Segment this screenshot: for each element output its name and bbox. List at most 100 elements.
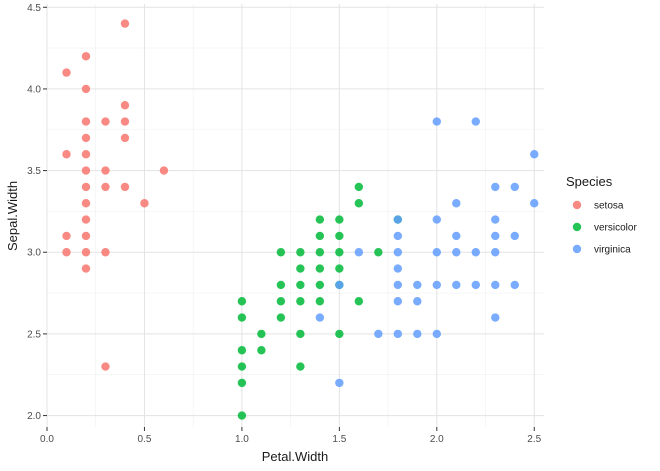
- y-tick-label: 3.5: [27, 166, 41, 177]
- point-virginica: [491, 182, 500, 192]
- point-virginica: [491, 280, 500, 290]
- point-setosa: [101, 117, 110, 126]
- y-axis-title: Sepal.Width: [5, 181, 20, 251]
- point-versicolor: [315, 297, 325, 306]
- point-setosa: [81, 150, 91, 159]
- point-versicolor: [335, 231, 344, 241]
- point-versicolor: [257, 329, 266, 339]
- point-virginica: [530, 150, 539, 159]
- point-virginica: [471, 248, 480, 257]
- point-virginica: [491, 248, 500, 257]
- point-setosa: [140, 199, 149, 208]
- y-ticks: 2.0 2.5 3.0 3.5 4.0 4.5: [27, 3, 47, 422]
- point-virginica: [432, 280, 442, 290]
- y-tick-label: 4.0: [27, 84, 41, 95]
- point-versicolor: [296, 248, 305, 257]
- points-layer: [62, 19, 539, 420]
- point-setosa: [120, 117, 130, 126]
- point-setosa: [81, 248, 91, 257]
- point-virginica: [491, 215, 500, 224]
- point-versicolor: [276, 313, 286, 322]
- point-setosa: [81, 133, 91, 143]
- point-versicolor: [315, 215, 325, 224]
- y-tick-label: 3.0: [27, 248, 41, 259]
- point-setosa: [159, 166, 169, 175]
- point-virginica: [432, 215, 442, 224]
- legend-key-versicolor: [572, 222, 582, 232]
- point-virginica: [393, 329, 403, 339]
- y-tick-label: 2.5: [27, 329, 41, 340]
- point-setosa: [62, 68, 71, 77]
- point-versicolor: [354, 199, 364, 208]
- point-virginica: [393, 264, 403, 273]
- point-virginica: [354, 248, 364, 257]
- x-tick-label: 2.0: [430, 434, 444, 445]
- legend-label-virginica: virginica: [594, 245, 631, 256]
- point-versicolor: [374, 248, 383, 257]
- point-virginica: [413, 329, 422, 339]
- point-virginica: [471, 117, 480, 126]
- point-setosa: [101, 248, 110, 257]
- point-versicolor: [354, 297, 364, 306]
- y-tick-label: 4.5: [27, 3, 41, 14]
- point-versicolor: [296, 297, 305, 306]
- point-virginica: [432, 117, 442, 126]
- point-setosa: [81, 166, 91, 175]
- x-tick-label: 0.0: [40, 434, 54, 445]
- legend-title: Species: [566, 174, 613, 189]
- legend-items: setosa versicolor virginica: [572, 200, 637, 256]
- point-versicolor: [315, 248, 325, 257]
- x-axis: 0.0 0.5 1.0 1.5 2.0 2.5 Petal.Width: [40, 427, 542, 464]
- minor-grid: [47, 4, 544, 427]
- x-axis-title: Petal.Width: [262, 449, 328, 464]
- point-virginica: [393, 231, 403, 241]
- point-virginica: [510, 182, 519, 192]
- point-versicolor: [237, 411, 247, 420]
- legend: Species setosa versicolor virginica: [566, 174, 637, 256]
- y-axis: 2.0 2.5 3.0 3.5 4.0 4.5 Sepal.Width: [5, 3, 47, 422]
- y-tick-label: 2.0: [27, 411, 41, 422]
- point-setosa: [81, 52, 91, 61]
- point-virginica: [491, 313, 500, 322]
- point-setosa: [62, 248, 71, 257]
- point-versicolor: [315, 231, 325, 241]
- point-versicolor: [276, 297, 286, 306]
- point-setosa: [101, 182, 110, 192]
- point-versicolor: [237, 297, 247, 306]
- point-setosa: [81, 182, 91, 192]
- point-virginica: [393, 280, 403, 290]
- point-virginica: [452, 231, 461, 241]
- point-setosa: [101, 166, 110, 175]
- point-versicolor: [335, 215, 344, 224]
- point-versicolor: [237, 346, 247, 355]
- legend-key-setosa: [572, 200, 582, 210]
- point-virginica: [452, 248, 461, 257]
- point-virginica: [452, 280, 461, 290]
- point-virginica: [510, 231, 519, 241]
- point-setosa: [62, 231, 71, 241]
- x-tick-label: 1.5: [332, 434, 346, 445]
- plot-background: [47, 4, 544, 427]
- point-virginica: [315, 313, 325, 322]
- point-virginica: [510, 280, 519, 290]
- point-setosa: [81, 117, 91, 126]
- point-virginica: [413, 280, 422, 290]
- x-tick-label: 0.5: [137, 434, 151, 445]
- point-versicolor: [335, 264, 344, 273]
- point-virginica: [432, 329, 442, 339]
- point-virginica: [432, 248, 442, 257]
- legend-key-virginica: [572, 244, 582, 254]
- point-versicolor: [296, 362, 305, 371]
- point-virginica: [374, 329, 383, 339]
- point-versicolor: [335, 248, 344, 257]
- point-setosa: [81, 231, 91, 241]
- point-versicolor: [296, 280, 305, 290]
- point-setosa: [101, 362, 110, 371]
- point-versicolor: [237, 378, 247, 388]
- point-virginica: [393, 248, 403, 257]
- point-setosa: [81, 199, 91, 208]
- point-versicolor: [276, 248, 286, 257]
- point-versicolor: [335, 329, 344, 339]
- point-virginica: [491, 231, 500, 241]
